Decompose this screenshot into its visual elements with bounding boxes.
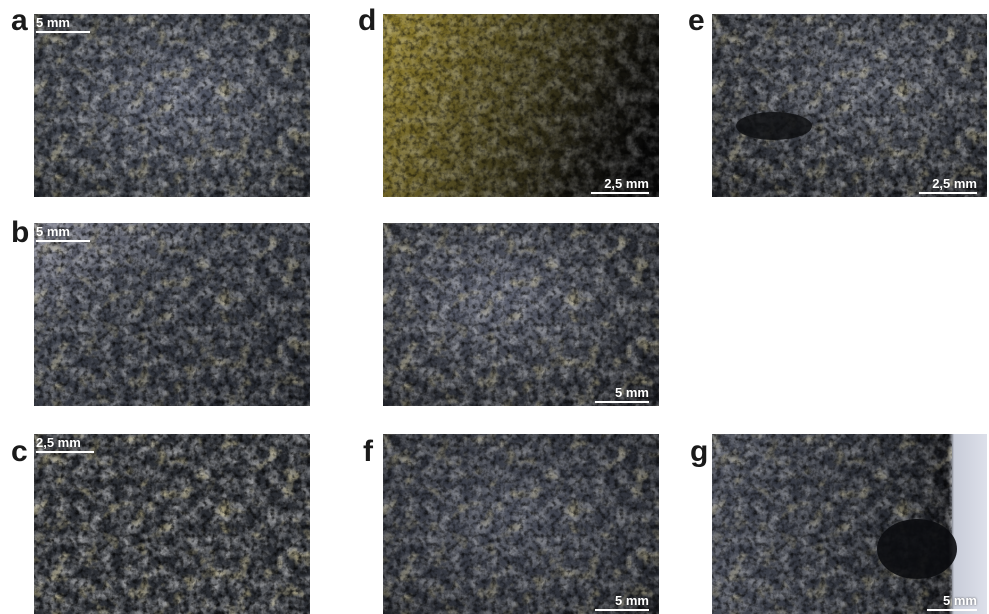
rock-surface-image [383, 223, 659, 406]
micrograph-panel-a: 5 mm [34, 14, 310, 197]
micrograph-panel-b: 5 mm [34, 223, 310, 406]
scale-bar: 2,5 mm [591, 176, 649, 194]
panel-label-b: b [11, 216, 30, 249]
scale-label: 5 mm [36, 224, 70, 239]
scale-label: 5 mm [615, 593, 649, 608]
micrograph-panel-g: 5 mm [712, 434, 987, 614]
panel-label-d: d [358, 4, 377, 37]
scale-label: 5 mm [615, 385, 649, 400]
scale-label: 2,5 mm [36, 435, 81, 450]
panel-label-c: c [11, 435, 28, 468]
rock-surface-image [383, 14, 659, 197]
micrograph-panel-d: 2,5 mm [383, 14, 659, 197]
scale-bar: 5 mm [36, 224, 90, 242]
scale-bar: 5 mm [36, 15, 90, 33]
micrograph-panel-f: 5 mm [383, 434, 659, 614]
panel-label-a: a [11, 4, 28, 37]
scale-bar: 5 mm [595, 385, 649, 403]
scale-bar: 5 mm [927, 593, 977, 611]
micrograph-panel-c: 2,5 mm [34, 434, 310, 614]
scale-bar: 2,5 mm [919, 176, 977, 194]
rock-surface-image [34, 434, 310, 614]
micrograph-panel-d-second: 5 mm [383, 223, 659, 406]
scale-label: 5 mm [36, 15, 70, 30]
panel-label-g: g [690, 435, 709, 468]
micrograph-panel-e: 2,5 mm [712, 14, 987, 197]
rock-surface-image [34, 223, 310, 406]
panel-label-e: e [688, 4, 705, 37]
scale-bar: 2,5 mm [36, 435, 94, 453]
scale-label: 2,5 mm [604, 176, 649, 191]
scale-label: 2,5 mm [932, 176, 977, 191]
rock-surface-image [383, 434, 659, 614]
rock-surface-image [712, 14, 987, 197]
scale-bar: 5 mm [595, 593, 649, 611]
rock-surface-image [712, 434, 987, 614]
panel-label-f: f [363, 435, 373, 468]
rock-surface-image [34, 14, 310, 197]
scale-label: 5 mm [943, 593, 977, 608]
